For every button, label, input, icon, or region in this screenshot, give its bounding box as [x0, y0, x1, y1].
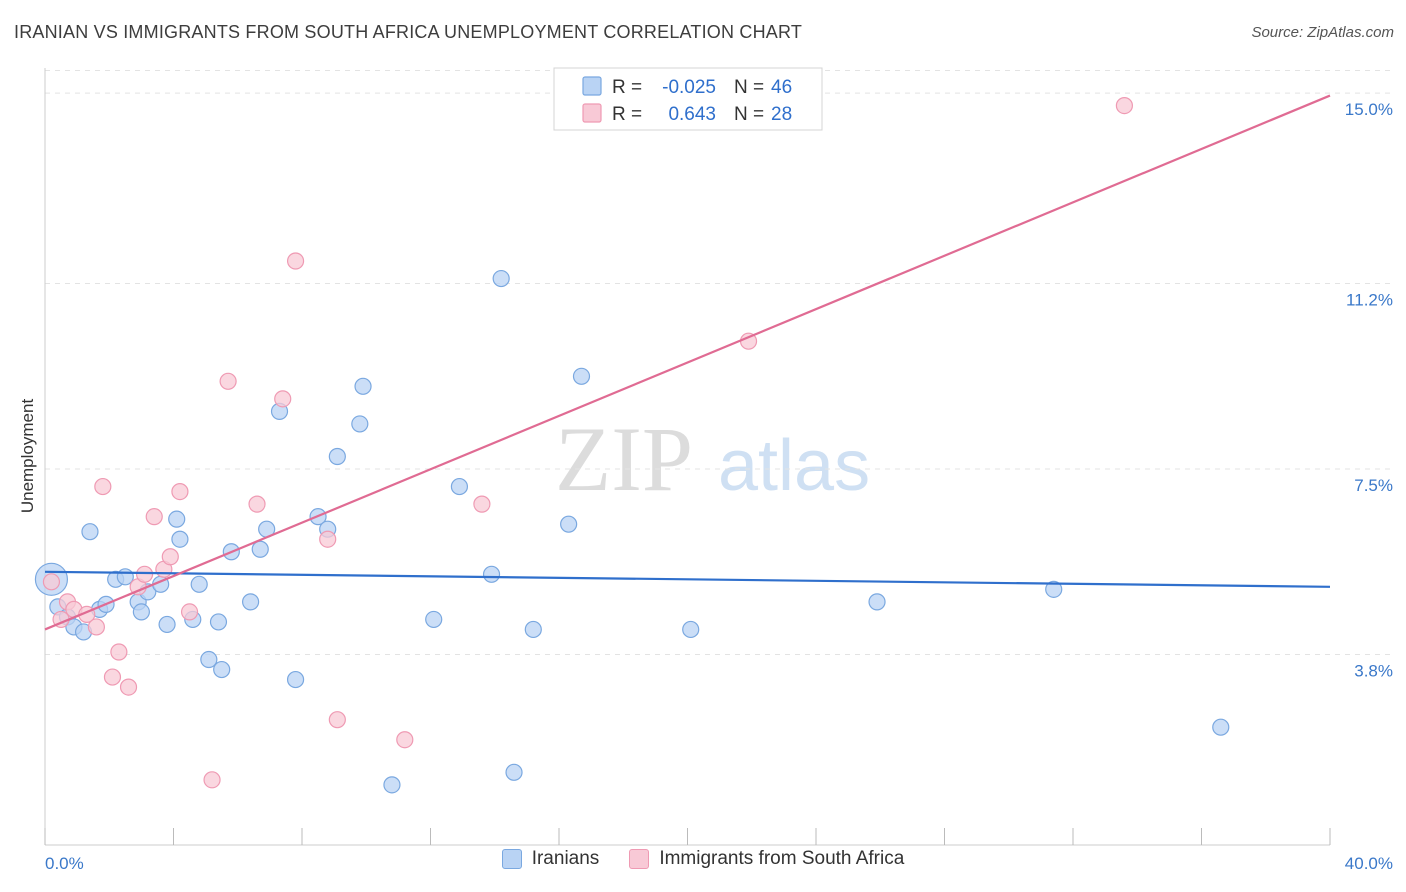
- iranians-point: [572, 367, 591, 385]
- south-africa-point: [180, 603, 199, 621]
- south-africa-point: [171, 482, 189, 501]
- watermark-zip: ZIP: [555, 408, 693, 510]
- iranians-point: [505, 763, 523, 781]
- y-tick-label: 7.5%: [1354, 476, 1393, 495]
- south-africa-point: [473, 495, 491, 513]
- trend-lines: [44, 94, 1331, 631]
- legend-item-south-africa[interactable]: Immigrants from South Africa: [629, 848, 904, 870]
- source-credit: Source: ZipAtlas.com: [1251, 24, 1394, 41]
- iranians-point: [450, 477, 469, 496]
- legend-swatch-south-africa: [582, 103, 602, 123]
- iranians-point: [868, 593, 886, 611]
- iranians-point: [1045, 580, 1063, 598]
- chart-title: IRANIAN VS IMMIGRANTS FROM SOUTH AFRICA …: [14, 22, 803, 42]
- iranians-point: [81, 523, 99, 541]
- iranians-point: [492, 269, 510, 288]
- south-africa-point: [87, 618, 106, 636]
- south-africa-point: [119, 678, 138, 696]
- iranians-point: [524, 620, 542, 639]
- legend-item-iranians[interactable]: Iranians: [501, 848, 600, 870]
- iranians-point: [354, 377, 372, 395]
- legend-swatch-pink: [629, 849, 650, 869]
- south-africa-point: [203, 771, 221, 789]
- n-label-south-africa: N =: [734, 104, 764, 125]
- south-africa-point: [135, 565, 154, 583]
- iranians-point: [383, 776, 401, 794]
- iranians-point: [251, 540, 269, 558]
- south-africa-trend-line: [44, 94, 1331, 631]
- iranians-point: [132, 603, 150, 621]
- south-africa-point: [94, 477, 112, 496]
- iranians-point: [1212, 718, 1230, 736]
- iranians-trend-line: [44, 570, 1331, 588]
- south-africa-point: [103, 668, 122, 686]
- x-ticks: [44, 828, 1331, 845]
- legend-swatch-blue: [501, 849, 522, 869]
- iranians-point: [168, 510, 186, 528]
- iranians-point: [209, 613, 228, 631]
- r-label-south-africa: R =: [612, 104, 642, 125]
- y-tick-labels: 3.8% 7.5% 11.2% 15.0%: [1345, 100, 1393, 680]
- south-africa-point: [396, 731, 414, 749]
- gridlines: [45, 70, 1393, 656]
- iranians-point: [171, 530, 189, 548]
- iranians-point: [482, 565, 501, 583]
- iranians-point: [190, 575, 208, 593]
- n-label-iranians: N =: [734, 77, 764, 98]
- south-africa-point: [219, 372, 237, 390]
- stats-legend: R = -0.025 N = 46 R = 0.643 N = 28: [553, 67, 823, 131]
- r-value-south-africa: 0.643: [668, 104, 716, 125]
- y-tick-label: 15.0%: [1345, 100, 1393, 119]
- south-africa-point: [319, 530, 337, 548]
- south-africa-point: [110, 643, 128, 661]
- south-africa-point: [42, 573, 61, 591]
- iranians-point: [158, 615, 176, 634]
- x-tick-label-max: 40.0%: [1345, 854, 1393, 873]
- south-africa-point: [274, 390, 292, 408]
- n-value-iranians: 46: [771, 77, 792, 98]
- r-value-iranians: -0.025: [662, 77, 716, 98]
- south-africa-point: [145, 508, 163, 526]
- iranians-point: [682, 620, 700, 639]
- legend-swatch-iranians: [582, 76, 602, 96]
- iranians-point: [425, 610, 443, 629]
- y-tick-label: 11.2%: [1346, 291, 1393, 310]
- legend-label-iranians: Iranians: [531, 848, 600, 869]
- south-africa-point: [248, 495, 266, 513]
- data-points: [34, 96, 1230, 794]
- south-africa-point: [286, 252, 305, 270]
- series-legend: Iranians Immigrants from South Africa: [0, 848, 1406, 870]
- iranians-point: [200, 650, 218, 669]
- iranians-point: [286, 670, 305, 689]
- south-africa-point: [1115, 96, 1134, 115]
- iranians-point: [213, 660, 231, 679]
- n-value-south-africa: 28: [771, 104, 792, 125]
- watermark: ZIP atlas: [555, 408, 870, 510]
- south-africa-point: [328, 711, 346, 729]
- iranians-point: [328, 447, 346, 466]
- watermark-atlas: atlas: [718, 426, 870, 506]
- legend-label-south-africa: Immigrants from South Africa: [659, 848, 905, 869]
- y-tick-label: 3.8%: [1354, 662, 1393, 681]
- iranians-point: [351, 415, 369, 433]
- x-tick-labels: 0.0% 40.0%: [45, 854, 1393, 873]
- iranians-point: [242, 593, 260, 611]
- iranians-point: [560, 515, 578, 533]
- r-label-iranians: R =: [612, 77, 642, 98]
- x-tick-label-min: 0.0%: [45, 854, 84, 873]
- south-africa-point: [161, 548, 179, 566]
